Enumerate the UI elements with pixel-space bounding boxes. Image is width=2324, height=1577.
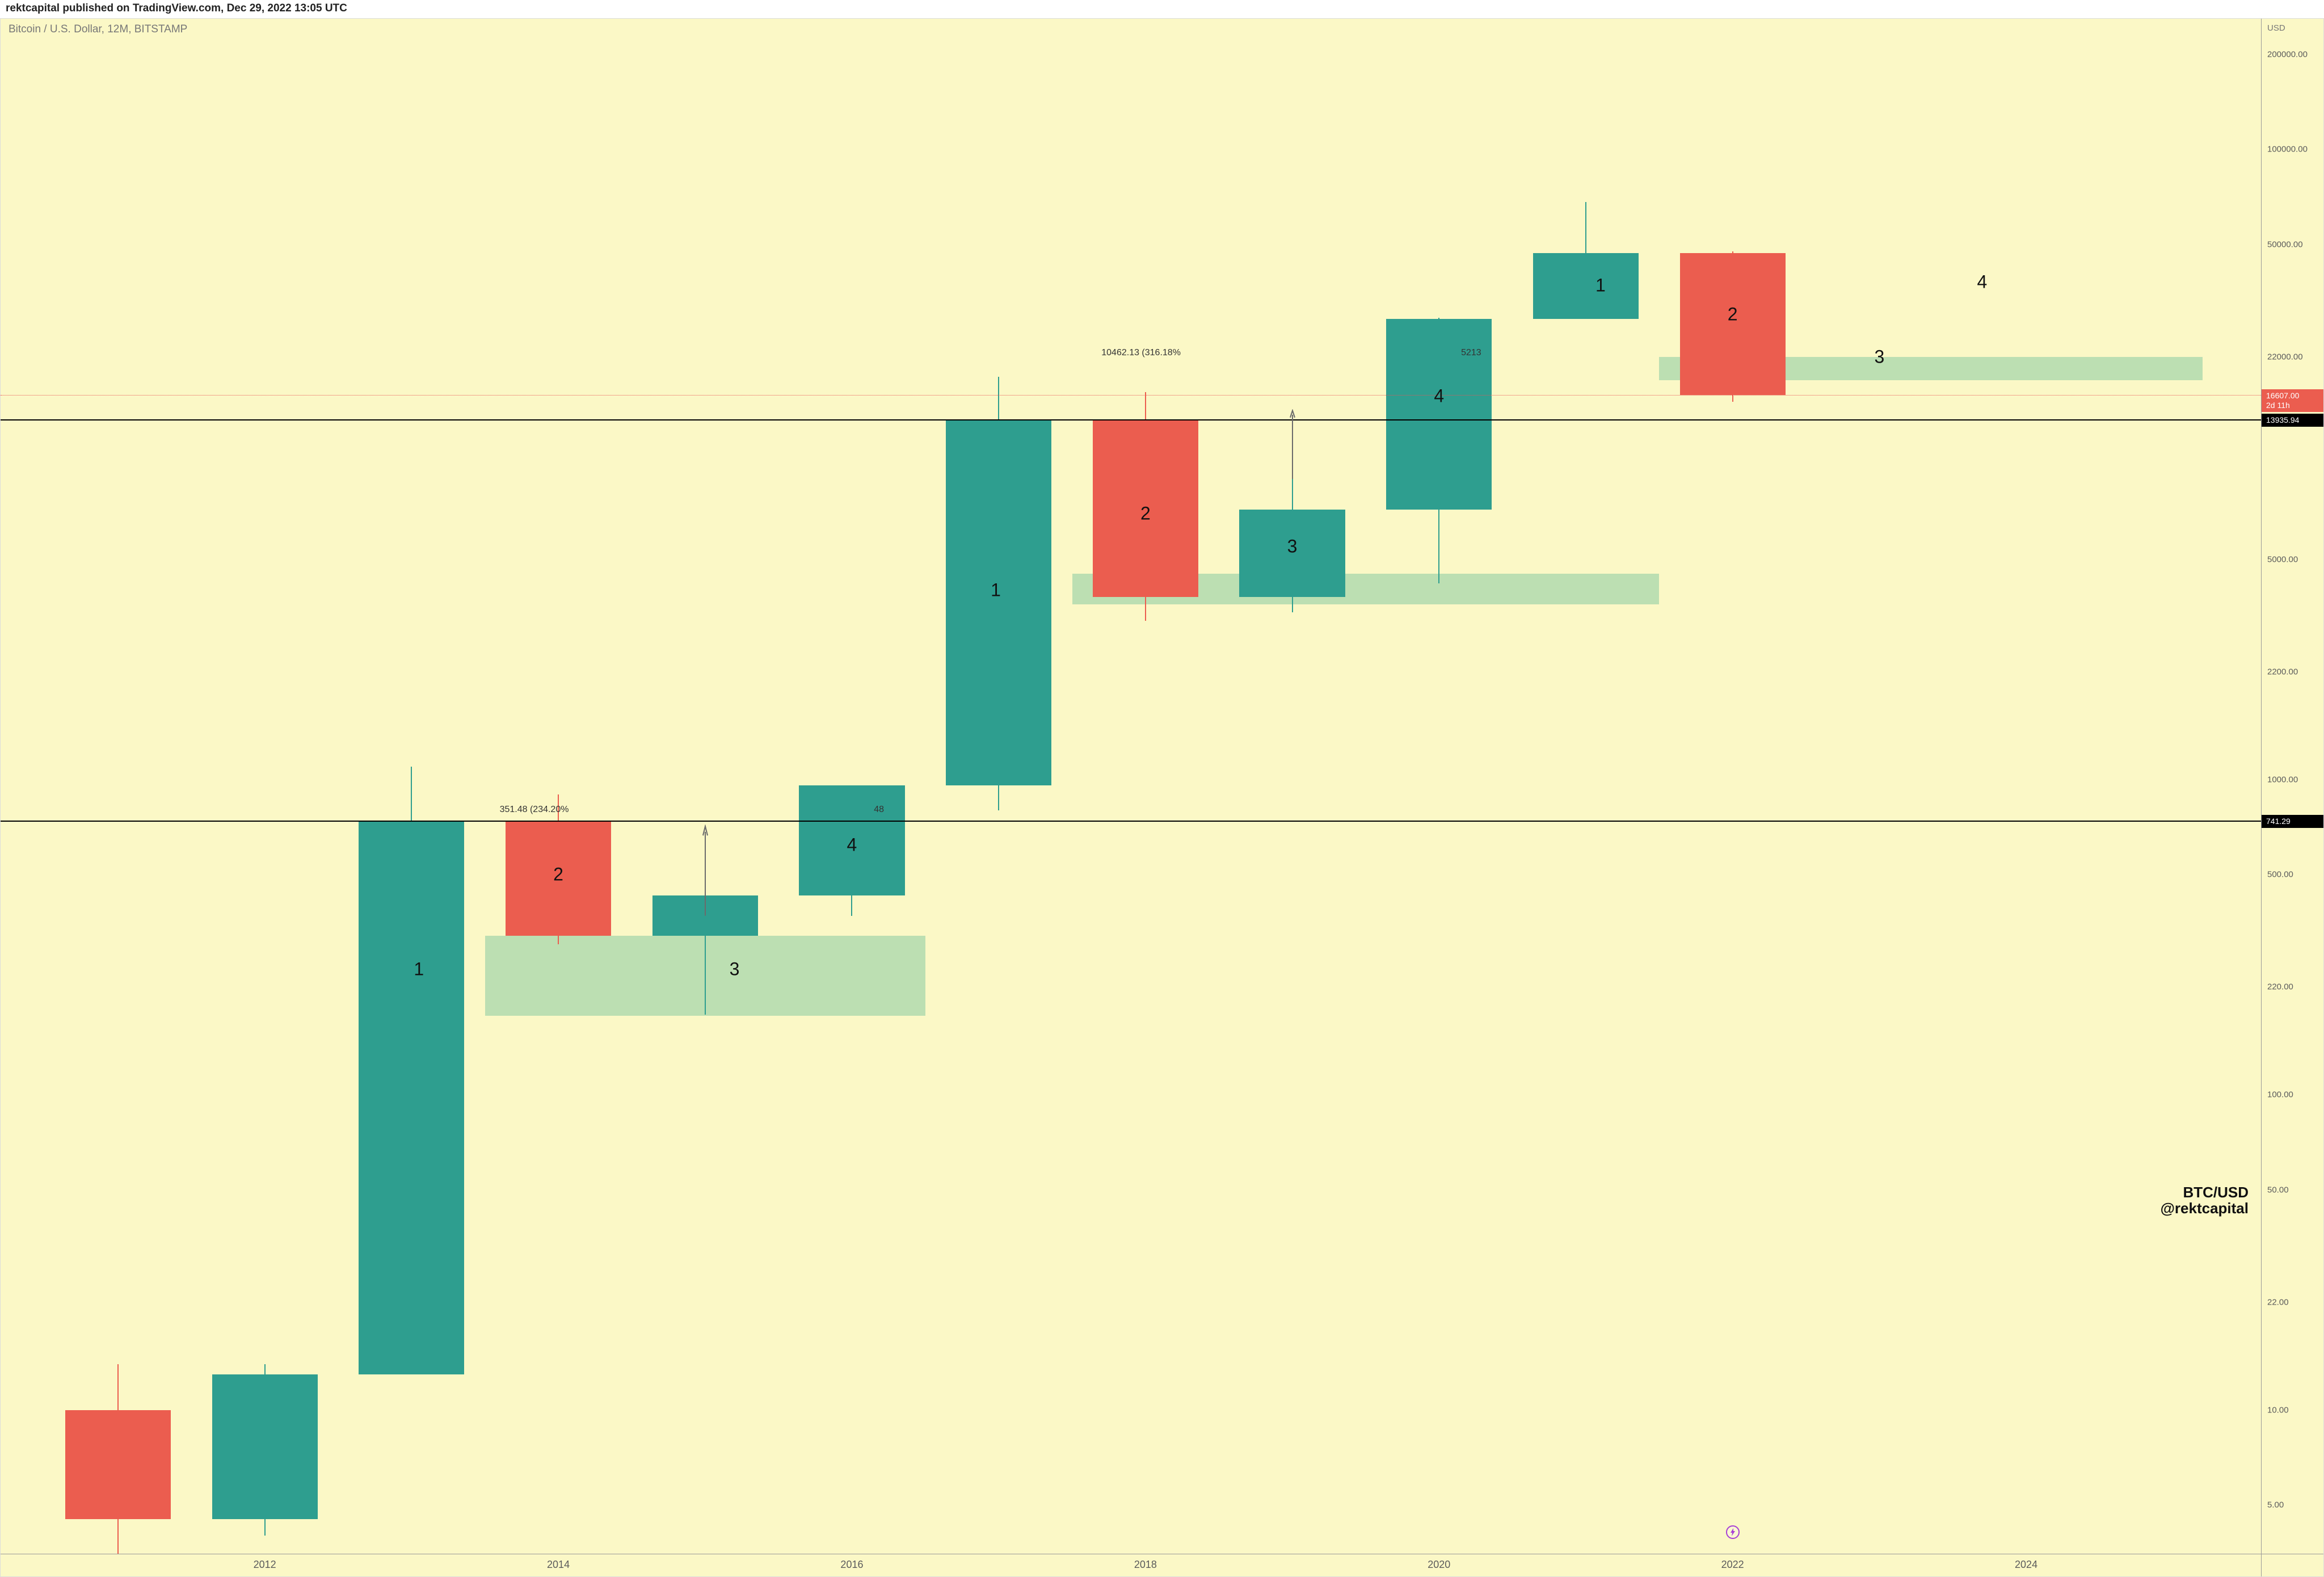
y-tick: 10.00 — [2267, 1405, 2289, 1415]
price-line — [1, 395, 2261, 396]
y-tick: 22000.00 — [2267, 352, 2303, 361]
x-tick: 2020 — [1428, 1559, 1450, 1571]
cycle-number-label: 2 — [1140, 503, 1151, 524]
x-tick: 2016 — [840, 1559, 863, 1571]
y-tick: 100.00 — [2267, 1090, 2293, 1100]
cycle-number-label: 1 — [414, 959, 424, 980]
cycle-number-label: 4 — [847, 835, 857, 856]
measurement-label: 48 — [874, 805, 884, 815]
x-tick: 2018 — [1134, 1559, 1157, 1571]
y-tick: 500.00 — [2267, 870, 2293, 880]
plot-area[interactable]: Bitcoin / U.S. Dollar, 12M, BITSTAMP 1 2 3… — [1, 19, 2261, 1554]
candle-body[interactable] — [946, 420, 1051, 785]
chart-container: Bitcoin / U.S. Dollar, 12M, BITSTAMP 1 2 3… — [0, 18, 2324, 1577]
y-tick: 22.00 — [2267, 1297, 2289, 1307]
axis-corner — [2261, 1554, 2323, 1576]
horizontal-line[interactable] — [1, 821, 2261, 822]
measurement-label: 351.48 (234.20% — [500, 805, 569, 815]
y-tick: 5.00 — [2267, 1500, 2284, 1509]
y-tick: 50.00 — [2267, 1185, 2289, 1195]
x-tick: 2014 — [547, 1559, 570, 1571]
price-tag: 741.29 — [2262, 815, 2323, 828]
watermark: BTC/USD@rektcapital — [2161, 1185, 2249, 1216]
measurement-label: 5213 — [1461, 348, 1481, 358]
x-tick: 2012 — [254, 1559, 276, 1571]
x-tick: 2022 — [1721, 1559, 1744, 1571]
y-tick: 50000.00 — [2267, 239, 2303, 249]
candle-body[interactable] — [1533, 253, 1639, 319]
price-tag: 13935.94 — [2262, 414, 2323, 427]
candle-body[interactable] — [359, 821, 464, 1374]
cycle-number-label: 3 — [730, 959, 740, 980]
bolt-icon[interactable] — [1726, 1525, 1740, 1539]
cycle-number-label: 2 — [553, 864, 563, 885]
y-tick: 100000.00 — [2267, 145, 2308, 154]
cycle-number-label: 1 — [1595, 275, 1606, 296]
y-tick: 200000.00 — [2267, 50, 2308, 60]
cycle-number-label: 4 — [1977, 271, 1988, 292]
price-tag: 16607.002d 11h — [2262, 389, 2323, 412]
up-arrow-icon — [702, 825, 708, 916]
y-tick: 1000.00 — [2267, 775, 2298, 785]
measurement-label: 10462.13 (316.18% — [1101, 348, 1181, 358]
y-axis-unit: USD — [2267, 23, 2285, 33]
y-tick: 2200.00 — [2267, 667, 2298, 676]
cycle-number-label: 3 — [1874, 346, 1884, 367]
cycle-number-label: 3 — [1287, 536, 1298, 557]
y-tick: 220.00 — [2267, 982, 2293, 992]
cycle-number-label: 1 — [991, 579, 1001, 600]
horizontal-line[interactable] — [1, 419, 2261, 420]
x-axis[interactable]: 2012 2014 2016 2018 2020 2022 2024 — [1, 1554, 2261, 1576]
y-tick: 5000.00 — [2267, 554, 2298, 564]
cycle-number-label: 4 — [1434, 386, 1444, 407]
candle-body[interactable] — [212, 1374, 318, 1520]
y-axis[interactable]: USD 200000.00 100000.00 50000.00 22000.00 50… — [2261, 19, 2323, 1554]
up-arrow-icon — [1290, 409, 1295, 479]
x-tick: 2024 — [2015, 1559, 2037, 1571]
chart-title: Bitcoin / U.S. Dollar, 12M, BITSTAMP — [9, 23, 187, 36]
cycle-number-label: 2 — [1728, 304, 1738, 325]
publish-info: rektcapital published on TradingView.com… — [0, 0, 2324, 18]
candle-body[interactable] — [65, 1410, 171, 1520]
